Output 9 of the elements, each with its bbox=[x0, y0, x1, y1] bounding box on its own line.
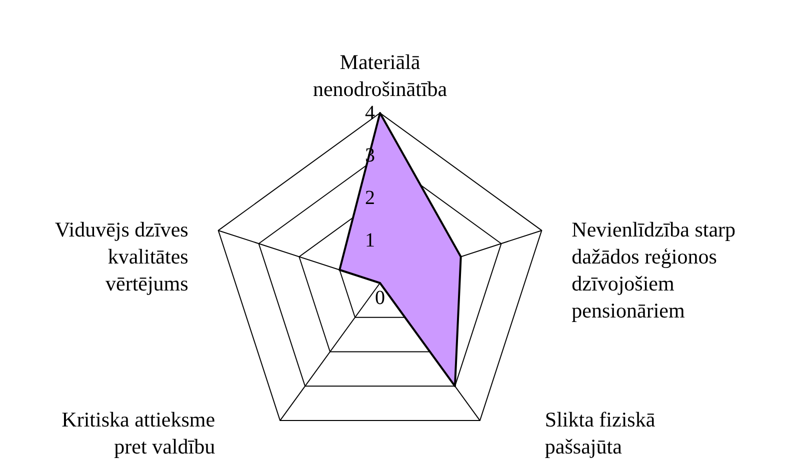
y-tick-label: 4 bbox=[365, 102, 375, 124]
spoke-label: Materiālā nenodrošinātība bbox=[312, 50, 448, 101]
spoke-label: Viduvējs dzīves kvalitātes vērtējums bbox=[54, 217, 188, 296]
y-tick-label: 0 bbox=[375, 287, 385, 309]
spoke-label: Nevienlīdzība starp dažādos reģionos dzīvojošiem pensionāriem bbox=[572, 217, 736, 322]
y-tick-label: 1 bbox=[365, 230, 375, 252]
y-tick-label: 2 bbox=[365, 187, 375, 209]
spoke-label: Kritiska attieksme pret valdību bbox=[62, 408, 216, 459]
spoke-label: Slikta fiziskā pašsajūta bbox=[544, 408, 656, 459]
